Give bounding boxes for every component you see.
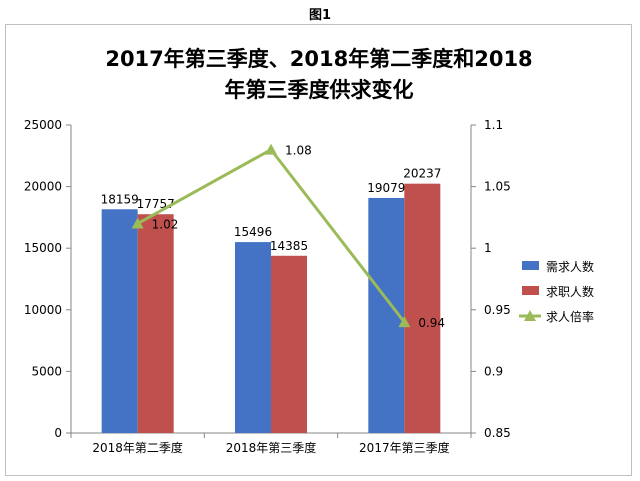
y-left-tick-label: 20000 — [24, 180, 62, 194]
y-left-tick-label: 25000 — [24, 118, 62, 132]
y-left-tick-label: 15000 — [24, 241, 62, 255]
y-right-tick-label: 0.95 — [484, 303, 511, 317]
bar-data-label: 14385 — [270, 239, 308, 253]
ratio-marker — [398, 316, 411, 328]
y-left-tick-label: 0 — [54, 426, 62, 440]
chart-title-line2: 年第三季度供求变化 — [225, 78, 414, 102]
ratio-data-label: 0.94 — [418, 316, 445, 330]
y-right-tick-label: 1.1 — [484, 118, 503, 132]
bar-jobseekers — [404, 183, 441, 433]
legend-label: 求人倍率 — [546, 309, 594, 324]
y-right-tick-label: 0.9 — [484, 364, 503, 378]
ratio-marker — [131, 217, 144, 229]
y-left-tick-label: 5000 — [31, 364, 62, 378]
x-tick-label: 2017年第三季度 — [359, 440, 450, 455]
chart-frame: 2017年第三季度、2018年第二季度和2018 年第三季度供求变化 0 5000… — [5, 24, 632, 476]
bar-data-label: 18159 — [101, 192, 139, 206]
ratio-marker — [265, 143, 277, 155]
y-right-tick-label: 0.85 — [484, 426, 511, 440]
bar-jobseekers — [271, 255, 307, 433]
bar-jobseekers — [137, 214, 174, 433]
y-right-tick-label: 1.05 — [484, 180, 511, 194]
bar-demand — [101, 209, 138, 433]
plot-area: 0 5000 10000 15000 20000 25000 0.85 0.9 0.95 1 1.0… — [24, 118, 511, 455]
legend-label: 需求人数 — [546, 259, 594, 274]
bar-data-label: 17757 — [137, 197, 175, 211]
y-left-tick-label: 10000 — [24, 303, 62, 317]
ratio-data-label: 1.08 — [285, 144, 312, 158]
x-tick-label: 2018年第二季度 — [92, 440, 183, 455]
legend-label: 求职人数 — [546, 284, 594, 299]
bar-data-label: 19079 — [367, 181, 405, 195]
bar-demand — [235, 242, 271, 433]
ratio-data-label: 1.02 — [152, 218, 179, 232]
bar-data-label: 15496 — [234, 225, 272, 239]
legend-swatch — [522, 286, 539, 295]
legend-marker — [524, 310, 536, 321]
legend-swatch — [522, 261, 539, 270]
chart: 2017年第三季度、2018年第二季度和2018 年第三季度供求变化 0 5000… — [24, 47, 594, 455]
x-tick-label: 2018年第三季度 — [226, 440, 317, 455]
bar-data-label: 20237 — [403, 167, 441, 181]
figure-label: 图1 — [308, 8, 332, 23]
y-right-tick-label: 1 — [484, 241, 492, 255]
chart-title-line1: 2017年第三季度、2018年第二季度和2018 — [105, 47, 532, 71]
